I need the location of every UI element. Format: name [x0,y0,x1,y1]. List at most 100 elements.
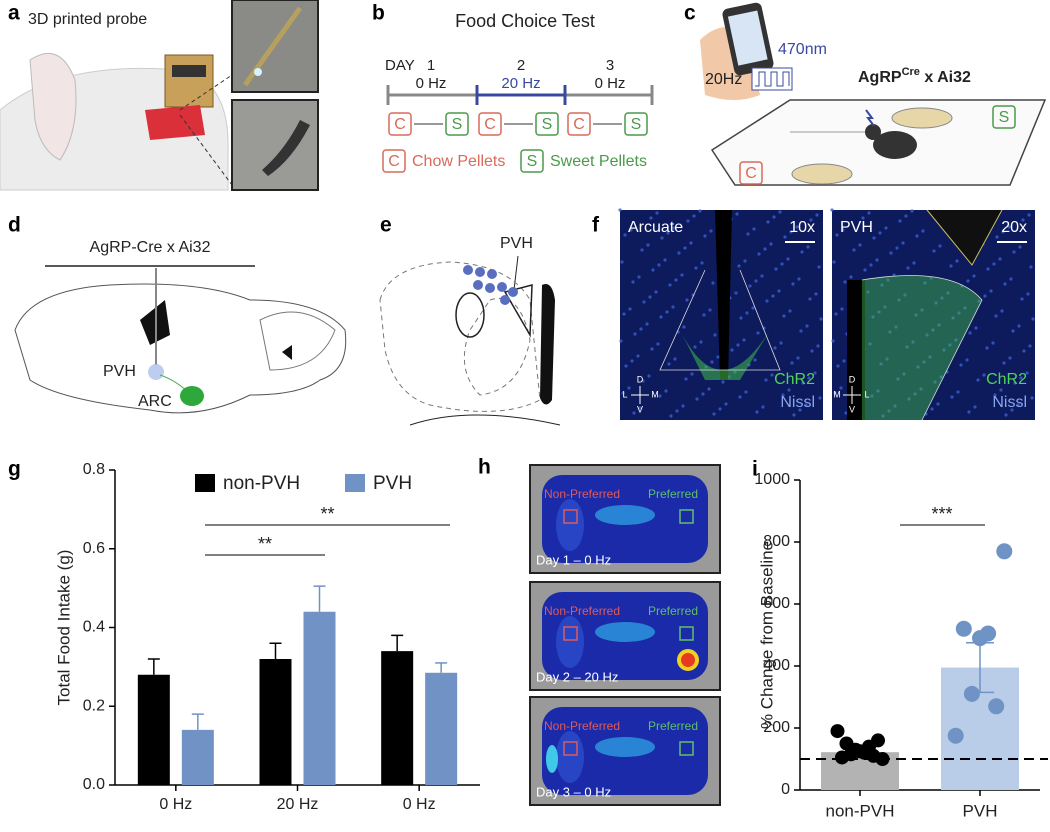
ventricle [847,280,865,420]
compass-label: M [833,389,841,399]
inset-photo [231,99,319,191]
cell [782,314,786,318]
data-point [955,620,972,637]
y-tick-label: 200 [763,719,790,736]
cell [1007,225,1011,229]
cell [1011,329,1015,333]
cell [928,355,932,359]
cell [632,411,636,415]
cell [1017,324,1021,328]
callout-line [179,74,233,111]
cell [649,216,653,220]
cell [710,360,714,364]
base-line [409,414,561,426]
cell [942,348,946,352]
cell [699,340,703,344]
cell [703,234,707,238]
cell [1002,361,1006,365]
cell [658,394,662,398]
cell [1030,396,1034,400]
data-point [839,736,854,751]
cell [868,342,872,346]
cell [916,365,920,369]
significance-label: ** [258,534,272,554]
cell [959,363,963,367]
cell [751,306,755,310]
cell [709,229,713,233]
region-label: PVH [500,235,533,252]
cell [925,333,929,337]
cell [1025,371,1029,375]
cell [1004,413,1008,417]
cell [1026,292,1030,296]
compass-label: V [637,404,643,414]
x-tick-label: PVH [963,801,998,820]
cell [861,216,865,220]
pulse-wave [755,71,790,87]
cell [665,310,669,314]
strain-superscript: Cre [902,66,920,78]
cell [694,266,698,270]
compass-label: V [849,404,855,414]
section-outline [379,261,541,412]
strain: AgRPCre x Ai32 [858,66,971,86]
cell [766,220,770,224]
sweet-box [624,112,648,136]
chr2-signal [862,275,982,420]
cell [796,356,800,360]
cell [809,218,813,222]
cell [774,267,778,271]
cell [668,283,672,287]
sweet-box [535,112,559,136]
zone-label: Preferred [648,719,698,733]
probe-tip [262,120,310,176]
cell [780,262,784,266]
cell [667,362,671,366]
cell [901,241,905,245]
cell [724,402,728,406]
cell [939,375,943,379]
caption: Day 2 – 20 Hz [536,669,618,684]
outline [861,275,983,421]
cell [664,389,668,393]
bar [381,651,414,785]
legend-swatch [345,474,365,492]
x-tick-label: 20 Hz [277,796,319,813]
cell [639,327,643,331]
cell [872,236,876,240]
cell [646,243,650,247]
cell [834,312,838,316]
cell [991,341,995,345]
cell [790,361,794,365]
panel-a: a 3D printed probe [0,0,319,191]
cell [986,267,990,271]
cell [972,274,976,278]
cell [880,283,884,287]
cell [650,347,654,351]
y-tick-label: 800 [763,533,790,550]
cell [983,294,987,298]
cell [647,374,651,378]
cell [752,227,756,231]
significance-label: ** [320,504,334,524]
data-point [871,733,885,748]
y-tick-label: 1000 [754,471,790,488]
phone-screen [727,10,768,66]
cell [985,346,989,350]
cell [695,397,699,401]
cell [1018,245,1022,249]
heatmaps: Non-Preferred Preferred Day 1 – 0 Hz Non-Pr… [529,464,721,806]
cell [763,247,767,251]
cell [760,274,764,278]
cell [713,333,717,337]
cell [1022,349,1026,353]
cell [685,298,689,302]
cell [893,404,897,408]
cell [777,289,781,293]
light-spot [148,364,164,380]
probe-base [164,54,214,108]
cell [1031,317,1035,321]
